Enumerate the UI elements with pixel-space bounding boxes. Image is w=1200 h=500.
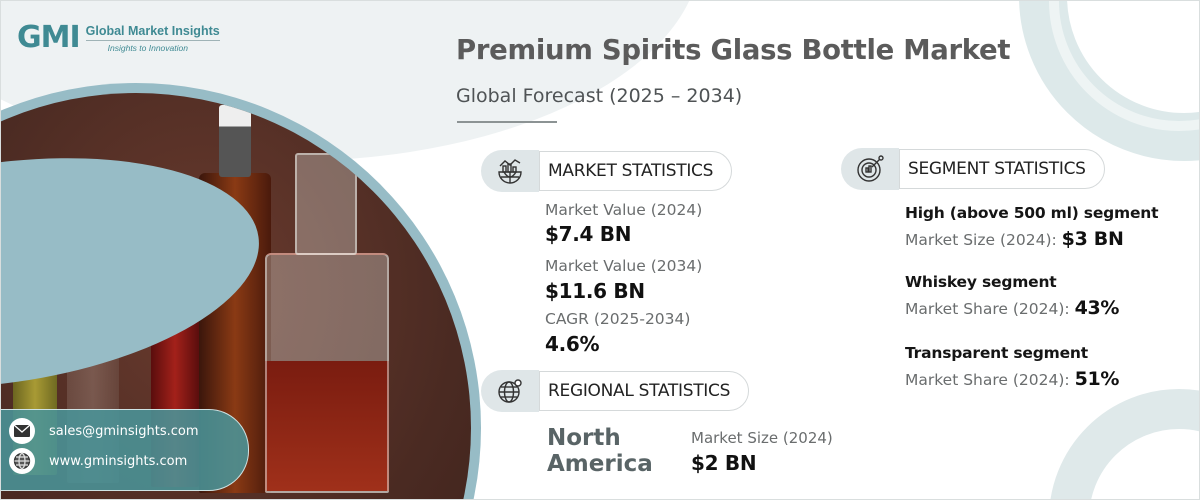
region-name: North America [547,425,653,477]
envelope-icon [9,418,35,444]
cagr-label: CAGR (2025-2034) [545,310,691,328]
segment-1-label: Market Size (2024): [905,231,1057,249]
brand-logo: GMI Global Market Insights Insights to I… [17,23,220,53]
segment-2-value: 43% [1074,297,1120,319]
segment-3-label: Market Share (2024): [905,371,1070,389]
segment-statistics-heading: SEGMENT STATISTICS [899,149,1105,189]
globe-pin-icon [481,370,539,412]
contact-website-row[interactable]: www.gminsights.com [9,448,187,474]
page-title: Premium Spirits Glass Bottle Market [456,34,1011,66]
segment-2-stat: Market Share (2024): 43% [905,297,1119,319]
regional-market-size: $2 BN [691,451,757,475]
bottle-cap [219,105,251,177]
regional-market-size-label: Market Size (2024) [691,429,833,447]
segment-statistics-header: SEGMENT STATISTICS [841,148,1105,190]
region-name-line2: America [547,451,653,477]
segment-3-value: 51% [1074,368,1120,390]
brand-tagline: Insights to Innovation [107,42,188,53]
brand-name: Global Market Insights [85,24,220,41]
regional-statistics-heading: REGIONAL STATISTICS [539,371,750,411]
market-value-2024: $7.4 BN [545,222,632,246]
contact-email-row[interactable]: sales@gminsights.com [9,418,199,444]
page-subtitle: Global Forecast (2025 – 2034) [456,85,743,107]
market-value-2034: $11.6 BN [545,279,645,303]
segment-3-title: Transparent segment [905,344,1088,362]
contact-website[interactable]: www.gminsights.com [49,453,188,469]
market-statistics-header: MARKET STATISTICS [481,150,733,192]
market-statistics-heading: MARKET STATISTICS [539,151,733,191]
contact-card: sales@gminsights.com www.gminsights.com [1,409,249,491]
decorative-arc-bottom-right [1049,389,1199,499]
gmi-logo-mark: GMI [17,20,81,55]
title-divider [457,121,557,123]
contact-email[interactable]: sales@gminsights.com [49,423,199,439]
market-value-2034-label: Market Value (2034) [545,257,703,275]
segment-1-title: High (above 500 ml) segment [905,204,1159,222]
cagr-value: 4.6% [545,332,600,356]
region-name-line1: North [547,425,621,451]
segment-1-stat: Market Size (2024): $3 BN [905,228,1124,250]
globe-icon [9,448,35,474]
segment-2-label: Market Share (2024): [905,300,1070,318]
segment-1-value: $3 BN [1061,228,1124,250]
decanter-stopper [295,153,357,255]
segment-2-title: Whiskey segment [905,273,1057,291]
market-value-2024-label: Market Value (2024) [545,201,703,219]
decanter [265,253,389,493]
segment-3-stat: Market Share (2024): 51% [905,368,1119,390]
regional-statistics-header: REGIONAL STATISTICS [481,370,750,412]
pie-target-icon [841,148,899,190]
chart-globe-icon [481,150,539,192]
